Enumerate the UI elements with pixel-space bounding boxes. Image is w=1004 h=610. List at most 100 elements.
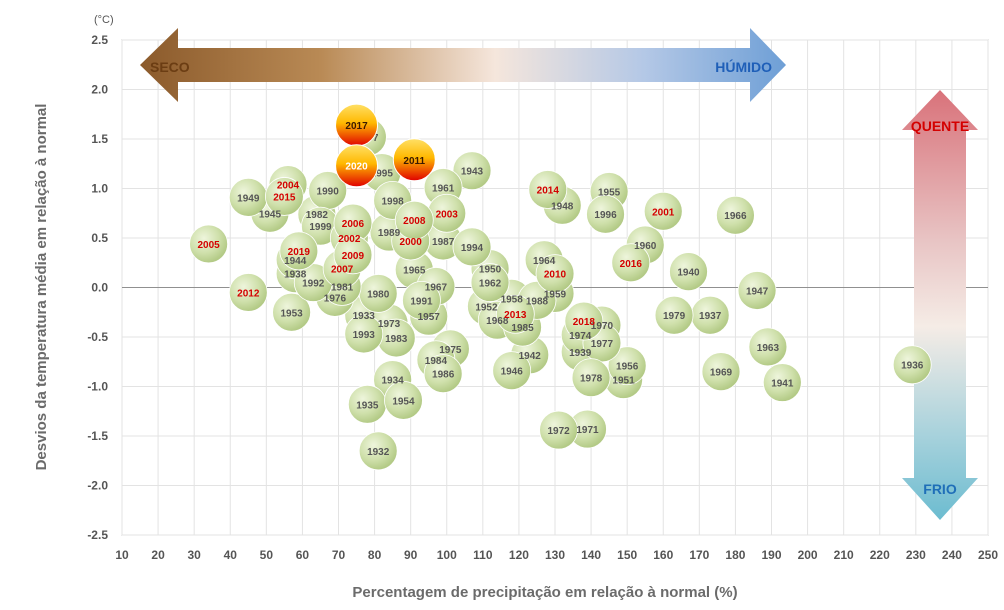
point-label-2009: 2009 [342, 251, 365, 262]
point-bubble-1936 [892, 345, 932, 385]
point-label-2010: 2010 [544, 270, 567, 281]
dry-label: SECO [150, 59, 190, 75]
point-bubble-2011 [392, 138, 436, 182]
x-axis-title: Percentagem de precipitação em relação à… [352, 584, 737, 601]
point-label-1990: 1990 [317, 186, 340, 197]
point-label-1953: 1953 [280, 308, 303, 319]
point-label-1933: 1933 [353, 311, 376, 322]
point-label-1999: 1999 [309, 222, 332, 233]
point-label-1938: 1938 [284, 270, 307, 281]
point-label-1976: 1976 [324, 293, 347, 304]
point-label-1981: 1981 [331, 283, 354, 294]
point-label-1954: 1954 [392, 396, 415, 407]
point-label-1939: 1939 [569, 348, 592, 359]
point-bubble-2010 [535, 254, 575, 294]
y-tick-label: 1.0 [91, 182, 108, 196]
point-bubble-1969 [701, 352, 741, 392]
point-bubble-2008 [394, 200, 434, 240]
hot-cold-arrow: QUENTE FRIO [902, 90, 978, 520]
point-bubble-2019 [279, 231, 319, 271]
point-label-1966: 1966 [724, 211, 747, 222]
point-label-1934: 1934 [382, 376, 405, 387]
x-tick-label: 140 [581, 548, 601, 562]
point-label-1972: 1972 [547, 426, 570, 437]
point-label-2019: 2019 [288, 247, 311, 258]
x-tick-label: 190 [761, 548, 781, 562]
point-bubble-1963 [748, 327, 788, 367]
point-label-1995: 1995 [371, 169, 394, 180]
x-tick-label: 40 [224, 548, 238, 562]
point-label-1935: 1935 [356, 400, 379, 411]
y-tick-label: -2.0 [87, 479, 108, 493]
point-bubble-1943 [452, 151, 492, 191]
x-tick-label: 240 [942, 548, 962, 562]
point-label-1965: 1965 [403, 266, 426, 277]
x-tick-label: 110 [473, 548, 493, 562]
point-label-2016: 2016 [620, 259, 643, 270]
point-bubble-2016 [611, 243, 651, 283]
point-label-2014: 2014 [537, 185, 560, 196]
x-tick-label: 170 [689, 548, 709, 562]
y-axis-title: Desvios da temperatura média em relação … [33, 104, 50, 471]
point-label-1956: 1956 [616, 362, 639, 373]
point-label-2002: 2002 [338, 234, 361, 245]
point-label-1998: 1998 [382, 196, 405, 207]
x-tick-label: 150 [617, 548, 637, 562]
point-label-1974: 1974 [569, 331, 592, 342]
point-label-1943: 1943 [461, 167, 484, 178]
point-bubble-1979 [654, 295, 694, 335]
axis-ticks: 10 20 30 40 50 60 70 80 90 100 110 120 130 140 150 160 1… [87, 33, 998, 562]
point-label-1967: 1967 [425, 283, 448, 294]
point-label-1955: 1955 [598, 187, 621, 198]
point-label-1980: 1980 [367, 289, 390, 300]
point-label-1996: 1996 [594, 210, 617, 221]
y-tick-label: 2.0 [91, 83, 108, 97]
point-label-1949: 1949 [237, 193, 260, 204]
point-label-1936: 1936 [901, 361, 924, 372]
point-bubble-1962 [470, 263, 510, 302]
point-label-1963: 1963 [757, 343, 780, 354]
y-tick-label: 2.5 [91, 33, 108, 47]
point-bubble-2014 [528, 170, 568, 209]
point-label-1985: 1985 [511, 323, 534, 334]
y-tick-label: 0.5 [91, 231, 108, 245]
point-label-1983: 1983 [385, 334, 408, 345]
x-tick-label: 10 [115, 548, 129, 562]
point-label-1977: 1977 [591, 339, 614, 350]
point-label-2013: 2013 [504, 310, 527, 321]
point-label-1940: 1940 [677, 268, 700, 279]
point-label-1978: 1978 [580, 374, 603, 385]
point-bubble-2005 [189, 224, 229, 264]
x-tick-label: 230 [906, 548, 926, 562]
point-label-1973: 1973 [378, 319, 401, 330]
point-label-2012: 2012 [237, 288, 260, 299]
point-label-1991: 1991 [410, 296, 433, 307]
point-label-1959: 1959 [544, 289, 567, 300]
dry-wet-arrow: SECO HÚMIDO [140, 28, 786, 102]
point-label-1942: 1942 [519, 351, 542, 362]
x-tick-label: 20 [151, 548, 165, 562]
x-tick-label: 220 [870, 548, 890, 562]
point-bubble-1940 [669, 252, 708, 292]
point-bubble-1956 [607, 346, 647, 386]
point-label-1961: 1961 [432, 184, 455, 195]
point-label-2008: 2008 [403, 216, 426, 227]
point-label-1989: 1989 [378, 228, 401, 239]
x-tick-label: 180 [725, 548, 745, 562]
point-label-1968: 1968 [486, 316, 509, 327]
point-label-2015: 2015 [273, 192, 296, 203]
point-bubble-1972 [539, 410, 579, 450]
point-label-1970: 1970 [591, 321, 614, 332]
x-tick-label: 80 [368, 548, 382, 562]
wet-label: HÚMIDO [715, 58, 772, 75]
point-bubble-2018 [564, 301, 604, 341]
point-label-1948: 1948 [551, 201, 574, 212]
point-bubble-1953 [272, 292, 311, 332]
point-label-1946: 1946 [501, 367, 524, 378]
point-bubble-1932 [358, 431, 398, 471]
point-label-1964: 1964 [533, 256, 556, 267]
point-bubble-1994 [452, 227, 492, 267]
point-bubble-1946 [492, 351, 532, 391]
y-unit: (°C) [94, 14, 114, 26]
